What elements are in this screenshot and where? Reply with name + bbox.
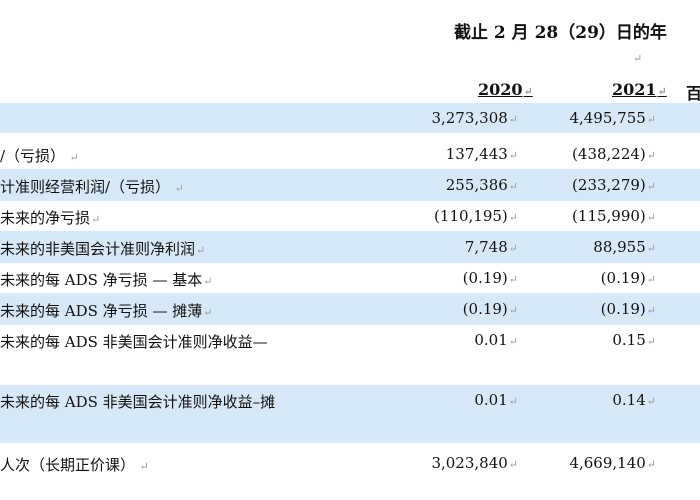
row-label: 未来的每 ADS 净亏损 — 基本↵ xyxy=(0,271,213,289)
value-2020: 3,023,840↵ xyxy=(431,454,518,472)
table-row: 计准则经营利润/（亏损） ↵ 255,386↵ (233,279)↵ xyxy=(0,169,700,201)
row-label: 人次（长期正价课） ↵ xyxy=(0,456,149,474)
value-2021: 4,669,140↵ xyxy=(569,454,656,472)
period-heading: 截止 2 月 28（29）日的年 xyxy=(454,23,667,43)
table-row: 未来的每 ADS 非美国会计准则净收益— 0.01↵ 0.15↵ xyxy=(0,325,700,385)
paragraph-mark: ↵ xyxy=(633,52,643,65)
row-label: 未来的非美国会计准则净利润↵ xyxy=(0,240,206,258)
value-2020: 137,443↵ xyxy=(445,145,518,163)
column-header-2020: 2020↵ xyxy=(478,80,533,99)
value-2020: (110,195)↵ xyxy=(434,207,518,225)
row-label: 未来的每 ADS 非美国会计准则净收益–摊 xyxy=(0,393,276,411)
value-2020: 0.01↵ xyxy=(474,331,518,349)
table-row: 未来的净亏损↵ (110,195)↵ (115,990)↵ xyxy=(0,201,700,231)
row-label: 未来的净亏损↵ xyxy=(0,209,101,227)
value-2021: (115,990)↵ xyxy=(572,207,656,225)
value-2020: 255,386↵ xyxy=(445,176,518,194)
value-2020: (0.19)↵ xyxy=(462,300,518,318)
value-2021: (0.19)↵ xyxy=(600,300,656,318)
value-2021: (0.19)↵ xyxy=(600,269,656,287)
table-row: 3,273,308↵ 4,495,755↵ xyxy=(0,103,700,133)
value-2021: (233,279)↵ xyxy=(572,176,656,194)
row-label: /（亏损） ↵ xyxy=(0,147,79,165)
value-2020: 3,273,308↵ xyxy=(431,109,518,127)
column-header-partial: 百 xyxy=(686,84,700,103)
value-2021: 88,955↵ xyxy=(593,238,656,256)
table-row: 未来的每 ADS 非美国会计准则净收益–摊 0.01↵ 0.14↵ xyxy=(0,385,700,443)
row-label: 未来的每 ADS 净亏损 — 摊薄↵ xyxy=(0,302,213,320)
table-row: 未来的每 ADS 净亏损 — 摊薄↵ (0.19)↵ (0.19)↵ xyxy=(0,293,700,325)
value-2021: (438,224)↵ xyxy=(572,145,656,163)
value-2020: (0.19)↵ xyxy=(462,269,518,287)
row-label: 未来的每 ADS 非美国会计准则净收益— xyxy=(0,333,268,351)
table-row: /（亏损） ↵ 137,443↵ (438,224)↵ xyxy=(0,139,700,169)
column-header-2021: 2021↵ xyxy=(612,80,667,99)
table-row: 未来的非美国会计准则净利润↵ 7,748↵ 88,955↵ xyxy=(0,231,700,263)
value-2020: 7,748↵ xyxy=(464,238,518,256)
value-2021: 4,495,755↵ xyxy=(569,109,656,127)
row-label: 计准则经营利润/（亏损） ↵ xyxy=(0,178,184,196)
value-2021: 0.15↵ xyxy=(612,331,656,349)
value-2021: 0.14↵ xyxy=(612,391,656,409)
value-2020: 0.01↵ xyxy=(474,391,518,409)
table-row: 人次（长期正价课） ↵ 3,023,840↵ 4,669,140↵ xyxy=(0,446,700,480)
table-row: 未来的每 ADS 净亏损 — 基本↵ (0.19)↵ (0.19)↵ xyxy=(0,263,700,293)
